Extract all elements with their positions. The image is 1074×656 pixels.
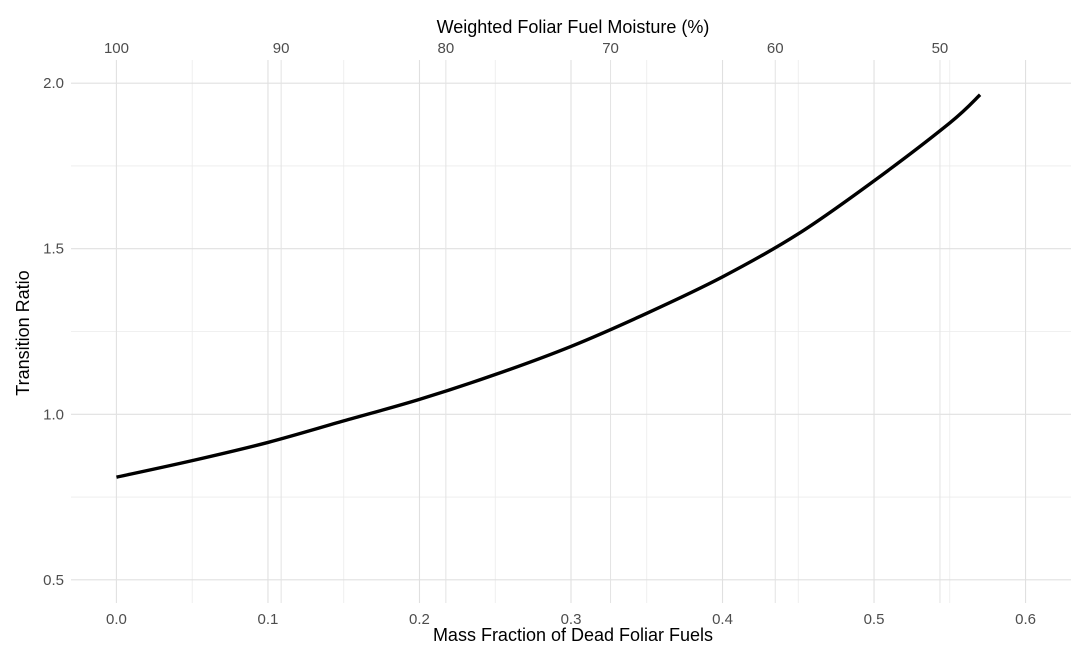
y-tick-label: 1.5: [43, 241, 64, 258]
top-tick-label: 80: [438, 40, 455, 57]
x-tick-label: 0.1: [258, 611, 279, 628]
x-tick-label: 0.4: [712, 611, 733, 628]
x-tick-label: 0.5: [864, 611, 885, 628]
series-line: [116, 93, 982, 479]
top-tick-label: 60: [767, 40, 784, 57]
x-tick-label: 0.3: [561, 611, 582, 628]
y-axis-title: Transition Ratio: [13, 270, 33, 395]
x-tick-label: 0.2: [409, 611, 430, 628]
y-tick-label: 0.5: [43, 572, 64, 589]
grid: [71, 60, 1071, 603]
y-tick-label: 1.0: [43, 406, 64, 423]
top-axis-title: Weighted Foliar Fuel Moisture (%): [437, 17, 710, 37]
x-tick-label: 0.6: [1015, 611, 1036, 628]
x-tick-label: 0.0: [106, 611, 127, 628]
top-tick-label: 50: [932, 40, 949, 57]
x-axis-title: Mass Fraction of Dead Foliar Fuels: [433, 625, 713, 645]
y-tick-label: 2.0: [43, 75, 64, 92]
tick-labels: 0.0 0.1 0.2 0.3 0.4 0.5 0.6 0.5 1.0 1.5 2.0 100 90 80…: [43, 40, 1036, 628]
top-tick-label: 100: [104, 40, 129, 57]
series-layer: [116, 93, 982, 479]
top-tick-label: 70: [602, 40, 619, 57]
top-tick-label: 90: [273, 40, 290, 57]
